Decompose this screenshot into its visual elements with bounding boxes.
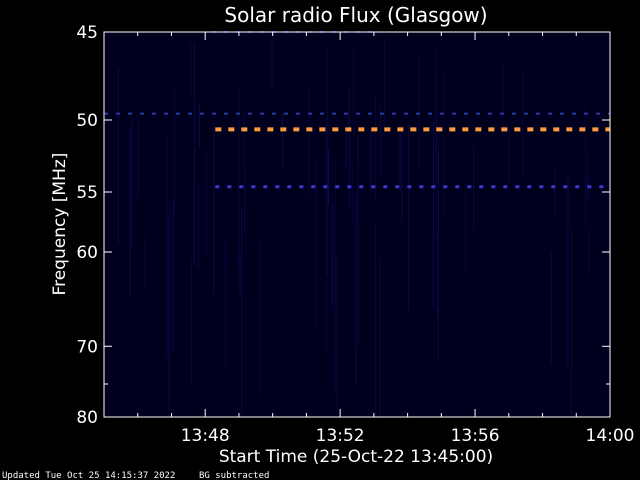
bg-subtracted-note: BG subtracted xyxy=(199,471,269,480)
y-tick-label: 70 xyxy=(76,337,98,357)
x-tick-label: 13:48 xyxy=(181,426,230,446)
x-tick-label: 14:00 xyxy=(586,426,635,446)
x-axis-ticks: 13:48 13:52 13:56 14:00 xyxy=(137,32,635,446)
y-tick-label: 55 xyxy=(76,183,98,203)
plot-frame xyxy=(103,31,611,418)
chart-title: Solar radio Flux (Glasgow) xyxy=(224,3,487,27)
spectrogram-noise xyxy=(117,37,590,417)
y-tick-label: 45 xyxy=(76,23,98,43)
plot-area xyxy=(104,32,610,417)
updated-timestamp: Updated Tue Oct 25 14:15:37 2022 xyxy=(2,471,175,480)
y-tick-label: 80 xyxy=(76,408,98,428)
x-tick-label: 13:52 xyxy=(316,426,365,446)
y-tick-label: 50 xyxy=(76,111,98,131)
x-tick-label: 13:56 xyxy=(451,426,500,446)
x-axis-label: Start Time (25-Oct-22 13:45:00) xyxy=(219,447,493,467)
y-tick-label: 60 xyxy=(76,243,98,263)
y-axis-label: Frequency [MHz] xyxy=(50,153,70,296)
y-axis-ticks: 45 50 55 60 70 80 xyxy=(76,23,610,428)
